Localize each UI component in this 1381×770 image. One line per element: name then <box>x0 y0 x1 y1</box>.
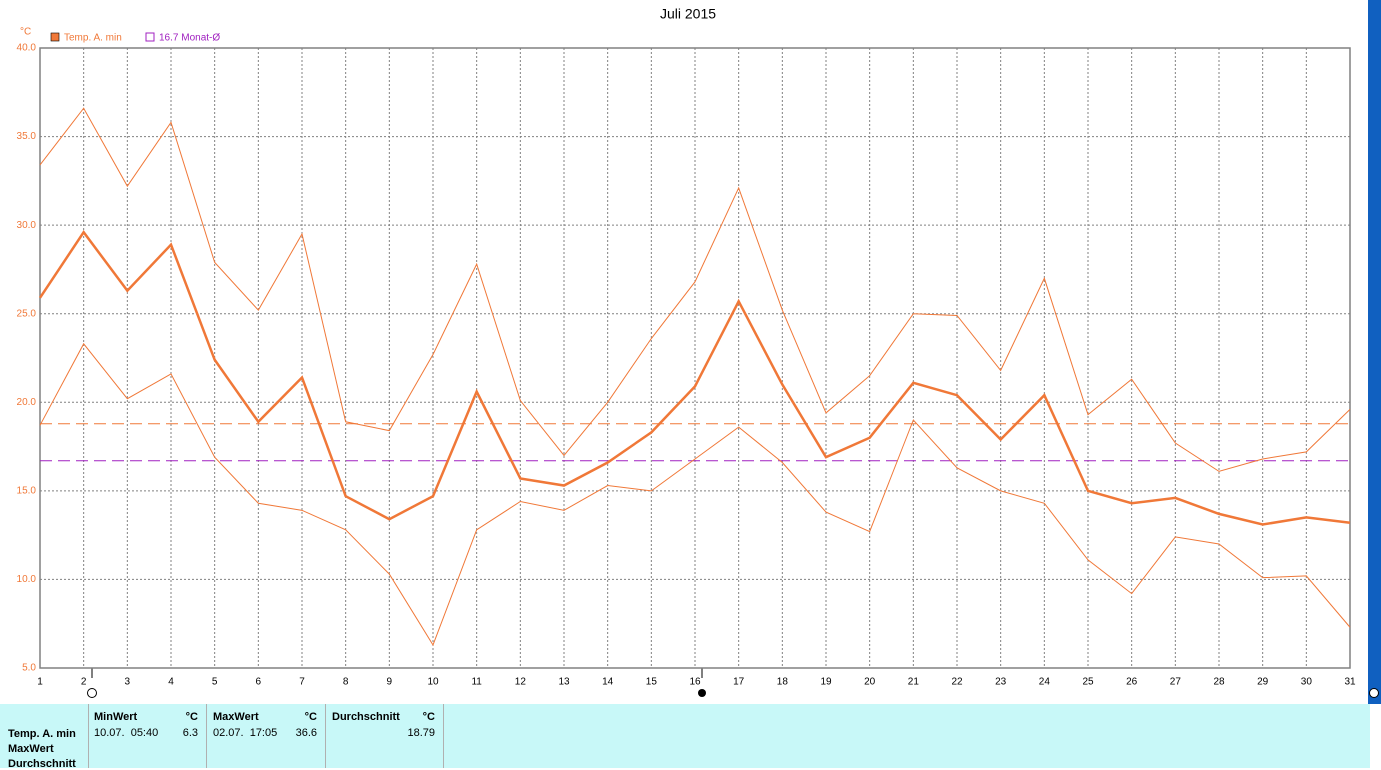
data-line <box>39 342 1351 647</box>
window-edge <box>1368 0 1381 704</box>
x-tick-label: 15 <box>646 677 658 688</box>
x-tick-label: 26 <box>1126 677 1138 688</box>
x-tick-label: 30 <box>1301 677 1313 688</box>
data-line <box>39 107 1351 472</box>
column-unit: °C <box>422 711 435 723</box>
row-label: MaxWert <box>8 743 54 755</box>
x-tick-label: 25 <box>1082 677 1094 688</box>
column-header: Durchschnitt <box>332 711 400 723</box>
marker <box>698 689 706 697</box>
y-tick-label: 35.0 <box>17 131 37 142</box>
column-header: MinWert <box>94 711 138 723</box>
plot-frame <box>39 47 1351 669</box>
column-unit: °C <box>185 711 198 723</box>
legend-label: Temp. A. min <box>64 33 122 44</box>
x-tick-label: 12 <box>515 677 527 688</box>
x-tick-label: 3 <box>125 677 131 688</box>
x-tick-label: 16 <box>689 677 701 688</box>
y-tick-label: 10.0 <box>17 574 37 585</box>
column-value: 18.79 <box>407 727 435 739</box>
stats-column: Durchschnitt °C 18.79 <box>326 704 444 768</box>
column-value: 6.3 <box>182 727 198 739</box>
x-tick-label: 24 <box>1039 677 1051 688</box>
x-tick-label: 2 <box>81 677 87 688</box>
column-header: MaxWert <box>213 711 259 723</box>
y-tick-label: 5.0 <box>22 663 36 674</box>
x-tick-label: 1 <box>37 677 43 688</box>
x-tick-label: 8 <box>343 677 349 688</box>
column-unit: °C <box>304 711 317 723</box>
stats-column: MinWert °C 10.07. 05:40 6.3 <box>88 704 207 768</box>
x-tick-label: 9 <box>387 677 393 688</box>
chart: Juli 2015 °C Temp. A. min 16.7 Monat-Ø 5… <box>17 0 1381 704</box>
x-tick-label: 19 <box>820 677 832 688</box>
row-label: Temp. A. min <box>8 728 76 740</box>
x-tick-label: 21 <box>908 677 920 688</box>
row-label: Durchschnitt <box>8 758 76 770</box>
y-tick-label: 30.0 <box>17 220 37 231</box>
column-value: 36.6 <box>295 727 317 739</box>
x-tick-label: 17 <box>733 677 745 688</box>
x-tick-label: 22 <box>951 677 963 688</box>
x-tick-label: 23 <box>995 677 1007 688</box>
legend-swatch <box>145 32 155 42</box>
x-tick-label: 18 <box>777 677 789 688</box>
y-tick-label: 40.0 <box>17 43 37 54</box>
row-label-column: Temp. A. min MaxWert Durchschnitt <box>0 704 89 770</box>
column-time: 10.07. 05:40 <box>94 727 159 739</box>
x-tick-label: 4 <box>168 677 174 688</box>
marker <box>1369 688 1379 698</box>
x-tick-label: 20 <box>864 677 876 688</box>
x-tick-label: 28 <box>1213 677 1225 688</box>
x-tick-label: 31 <box>1344 677 1356 688</box>
data-line <box>38 230 1351 526</box>
legend-label: 16.7 Monat-Ø <box>159 33 220 44</box>
x-tick-label: 14 <box>602 677 614 688</box>
chart-title: Juli 2015 <box>660 6 716 22</box>
x-tick-label: 7 <box>299 677 305 688</box>
y-tick-label: 20.0 <box>17 397 37 408</box>
x-tick-label: 5 <box>212 677 218 688</box>
legend-swatch <box>50 32 60 42</box>
y-unit: °C <box>20 27 31 38</box>
x-tick-label: 13 <box>558 677 570 688</box>
y-tick-label: 15.0 <box>17 485 37 496</box>
stats-panel: Temp. A. min MaxWert Durchschnitt MinWer… <box>0 704 1370 770</box>
stats-column: MaxWert °C 02.07. 17:05 36.6 <box>207 704 326 768</box>
x-tick-label: 29 <box>1257 677 1269 688</box>
x-tick-label: 10 <box>427 677 439 688</box>
x-tick-label: 11 <box>471 677 482 688</box>
x-tick-label: 6 <box>256 677 262 688</box>
marker <box>87 688 97 698</box>
y-tick-label: 25.0 <box>17 308 37 319</box>
x-tick-label: 27 <box>1170 677 1182 688</box>
column-time: 02.07. 17:05 <box>213 727 278 739</box>
